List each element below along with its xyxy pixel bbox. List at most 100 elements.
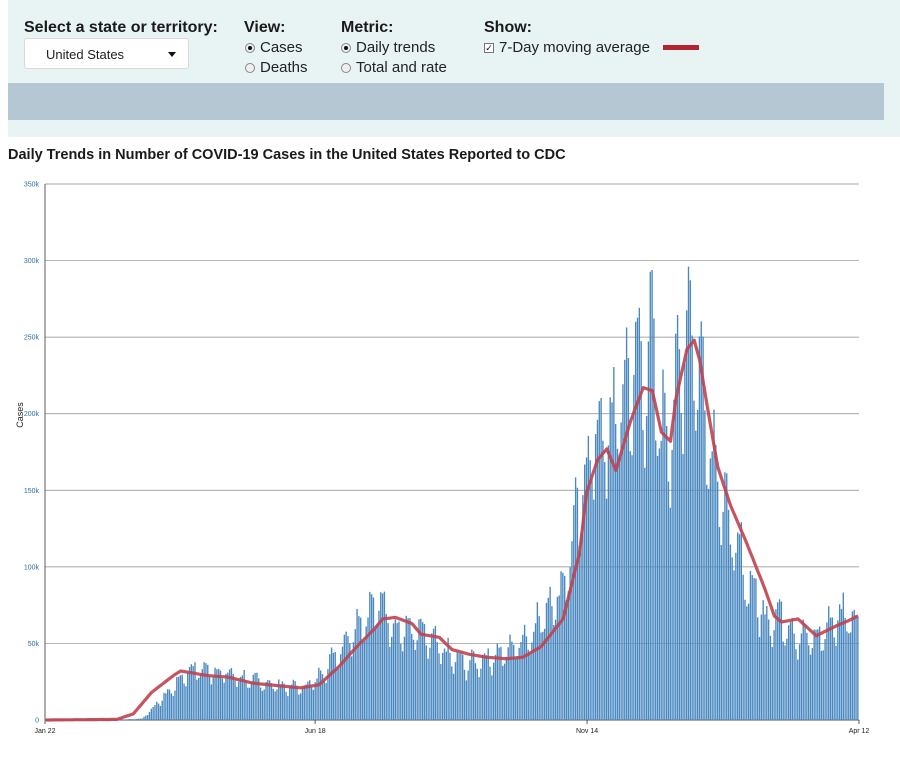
bar bbox=[762, 600, 764, 720]
bar bbox=[274, 691, 276, 720]
bar bbox=[350, 656, 353, 720]
bar bbox=[849, 632, 852, 720]
bar bbox=[141, 718, 143, 720]
bar bbox=[336, 668, 338, 720]
bar bbox=[296, 685, 298, 720]
bar bbox=[190, 664, 193, 720]
bar bbox=[161, 700, 163, 720]
bar bbox=[146, 715, 149, 720]
bar bbox=[245, 680, 247, 720]
chart-title: Daily Trends in Number of COVID-19 Cases… bbox=[8, 147, 566, 163]
bar bbox=[214, 667, 216, 720]
bar bbox=[168, 689, 171, 720]
bar bbox=[820, 650, 823, 720]
view-label: View: bbox=[244, 19, 286, 36]
bar bbox=[513, 644, 515, 720]
bar bbox=[465, 680, 468, 720]
bar bbox=[421, 622, 424, 720]
bar bbox=[429, 647, 431, 720]
bar bbox=[449, 652, 451, 720]
bar bbox=[418, 619, 420, 720]
bar bbox=[157, 703, 160, 720]
bar bbox=[165, 693, 167, 720]
checkbox-checked-icon[interactable]: ✓ bbox=[484, 42, 494, 53]
bar bbox=[527, 649, 529, 720]
view-option-cases[interactable]: Cases bbox=[245, 39, 303, 56]
bar bbox=[267, 679, 269, 720]
bar bbox=[713, 409, 715, 720]
bar bbox=[309, 680, 311, 720]
bar bbox=[740, 522, 743, 720]
bar bbox=[225, 673, 227, 720]
bar bbox=[471, 649, 473, 720]
bar bbox=[738, 534, 741, 720]
bar bbox=[543, 628, 546, 720]
bar bbox=[826, 622, 828, 720]
radio-selected-icon[interactable] bbox=[245, 42, 255, 53]
bar bbox=[587, 435, 590, 720]
bar bbox=[625, 327, 628, 720]
bar bbox=[431, 633, 433, 720]
bar bbox=[547, 597, 549, 720]
bar bbox=[287, 696, 289, 720]
radio-unselected-icon[interactable] bbox=[245, 62, 255, 73]
bar bbox=[853, 609, 855, 720]
bar bbox=[238, 681, 240, 720]
bar bbox=[312, 689, 315, 720]
bar bbox=[478, 677, 480, 720]
bar bbox=[360, 617, 362, 720]
bar bbox=[729, 544, 732, 720]
bar bbox=[394, 619, 397, 720]
bar bbox=[822, 650, 824, 720]
bar bbox=[744, 599, 746, 720]
bar bbox=[176, 677, 178, 720]
bar bbox=[487, 648, 489, 720]
bar bbox=[731, 557, 733, 720]
bar bbox=[502, 665, 504, 720]
bar bbox=[724, 472, 726, 720]
bar bbox=[361, 641, 364, 720]
bar bbox=[747, 603, 750, 720]
view-option-deaths[interactable]: Deaths bbox=[245, 59, 308, 76]
bar bbox=[378, 610, 380, 720]
bar bbox=[753, 577, 755, 720]
bar bbox=[400, 643, 402, 720]
bar bbox=[589, 460, 591, 720]
bar bbox=[609, 397, 611, 720]
x-tick-label: Nov 14 bbox=[576, 728, 598, 735]
state-select[interactable]: United States bbox=[24, 38, 189, 69]
bar bbox=[553, 625, 555, 720]
bar bbox=[152, 706, 154, 720]
bar bbox=[456, 652, 458, 720]
show-moving-average-toggle[interactable]: ✓ 7-Day moving average bbox=[484, 39, 650, 56]
bar bbox=[563, 575, 566, 720]
bar bbox=[536, 602, 539, 720]
bar bbox=[205, 663, 207, 720]
bar bbox=[292, 679, 295, 720]
bar bbox=[248, 687, 251, 720]
metric-option-total[interactable]: Total and rate bbox=[341, 59, 447, 76]
bar bbox=[848, 633, 850, 720]
bar bbox=[591, 479, 593, 720]
radio-selected-icon[interactable] bbox=[341, 42, 351, 53]
bar bbox=[525, 636, 528, 720]
bar bbox=[476, 668, 478, 720]
metric-option-daily[interactable]: Daily trends bbox=[341, 39, 435, 56]
bar bbox=[715, 445, 717, 720]
bar bbox=[576, 487, 579, 720]
bar bbox=[684, 362, 686, 720]
bar bbox=[651, 270, 653, 720]
bar bbox=[243, 669, 245, 720]
bar bbox=[174, 690, 176, 720]
bar bbox=[314, 682, 316, 720]
bar bbox=[500, 646, 502, 720]
bar bbox=[338, 668, 340, 720]
bar bbox=[722, 511, 724, 720]
bar bbox=[177, 676, 180, 720]
bar bbox=[594, 434, 597, 720]
bar bbox=[208, 676, 211, 720]
bar bbox=[556, 596, 559, 720]
y-tick-label: 200k bbox=[24, 411, 40, 418]
radio-unselected-icon[interactable] bbox=[341, 62, 351, 73]
bar bbox=[334, 652, 336, 720]
